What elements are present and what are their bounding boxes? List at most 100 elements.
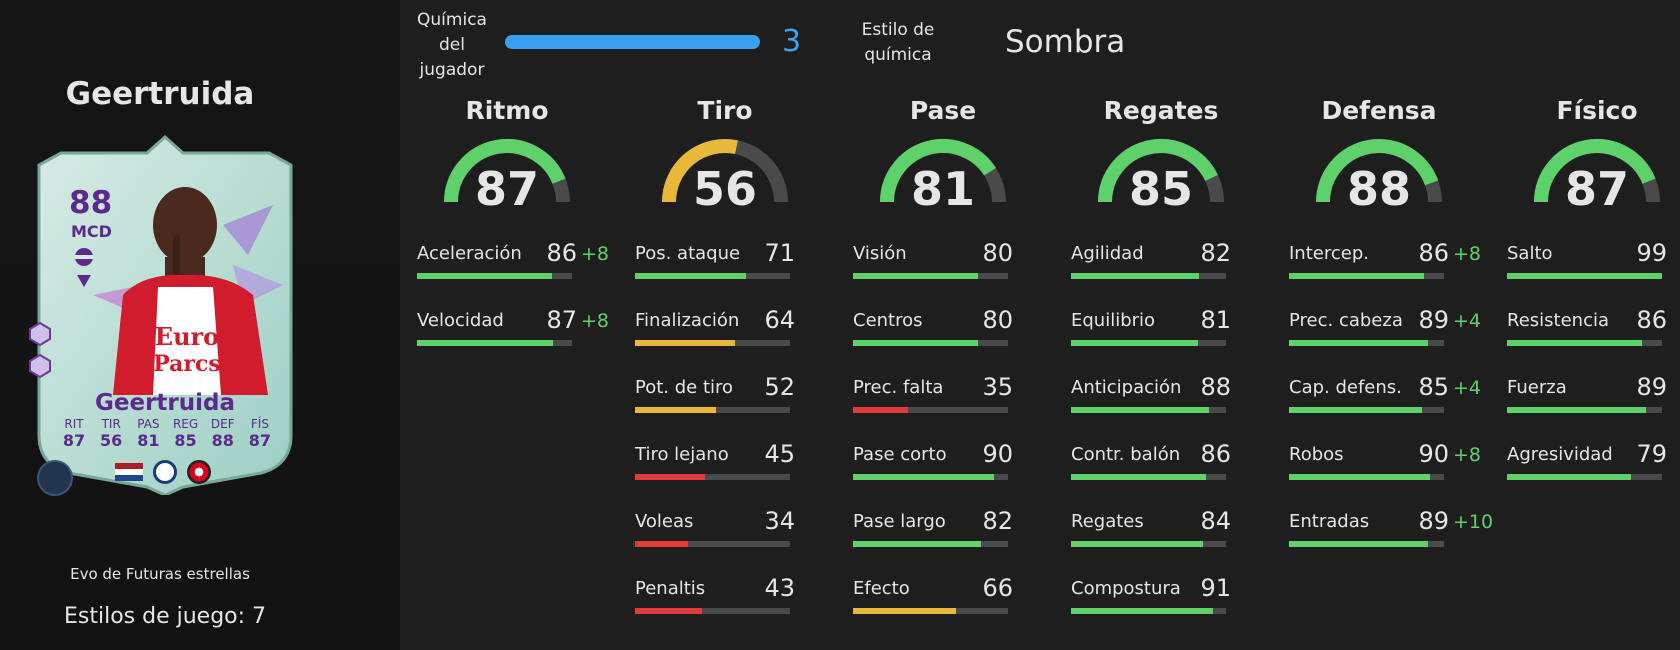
stat-bar-fill <box>853 608 957 614</box>
stat-bar <box>635 340 790 346</box>
ninja-role-icon <box>75 248 93 287</box>
stat-name: Entradas <box>1289 511 1370 532</box>
stat-row: Salto 99 <box>1507 239 1667 293</box>
stat-bar-fill <box>853 273 979 279</box>
stat-bar <box>853 407 1008 413</box>
stat-bar <box>1289 407 1444 413</box>
stat-value: 88 <box>1200 373 1231 401</box>
stat-bar-fill <box>635 407 717 413</box>
stat-row: Equilibrio 81 <box>1071 306 1231 360</box>
svg-text:Euro: Euro <box>155 322 219 351</box>
stat-bar-fill <box>1071 541 1203 547</box>
stat-bar <box>1071 541 1226 547</box>
stat-bar-fill <box>1507 407 1647 413</box>
card-stat-rit: RIT 87 <box>62 417 86 450</box>
stat-value: 85 <box>1418 373 1449 401</box>
category-title: Ritmo <box>465 96 549 125</box>
stat-name: Pase largo <box>853 511 946 532</box>
stat-bar-fill <box>635 474 706 480</box>
stat-row: Agresividad 79 <box>1507 440 1667 494</box>
stat-value: 89 <box>1418 507 1449 535</box>
category-gauge <box>1316 139 1442 203</box>
stat-value: 86 <box>1636 306 1667 334</box>
category-gauge <box>662 139 788 203</box>
stat-name: Agresividad <box>1507 444 1613 465</box>
stat-value: 91 <box>1200 574 1231 602</box>
stat-bar-fill <box>1289 474 1430 480</box>
category-value: 88 <box>1346 162 1411 216</box>
stat-bar-fill <box>1289 340 1429 346</box>
stat-bonus: +8 <box>581 243 610 265</box>
gauge-fill <box>880 139 996 203</box>
stat-bar <box>635 608 790 614</box>
stat-row: Penaltis 43 <box>635 574 795 628</box>
player-photo: Euro Parcs <box>113 187 268 395</box>
stat-bar-fill <box>1071 608 1214 614</box>
stat-name: Pase corto <box>853 444 947 465</box>
stat-bar <box>853 608 1008 614</box>
stat-value: 82 <box>1200 239 1231 267</box>
card-stat-reg: REG 85 <box>172 417 199 450</box>
stat-name: Anticipación <box>1071 377 1182 398</box>
stat-row: Pot. de tiro 52 <box>635 373 795 427</box>
stat-bar <box>1071 273 1226 279</box>
stat-value: 99 <box>1636 239 1667 267</box>
stat-value: 66 <box>982 574 1013 602</box>
category-value: 87 <box>1564 162 1629 216</box>
stat-bar <box>417 273 572 279</box>
stat-bar-fill <box>1507 340 1642 346</box>
chemistry-label: Química del jugador <box>417 10 487 80</box>
stat-name: Finalización <box>635 310 740 331</box>
stat-bar <box>1289 474 1444 480</box>
svg-text:Parcs: Parcs <box>153 351 221 377</box>
category-value: 87 <box>474 162 539 216</box>
stat-row: Fuerza 89 <box>1507 373 1667 427</box>
stat-name: Centros <box>853 310 923 331</box>
stat-bar-fill <box>1507 474 1631 480</box>
card-stat-pas: PAS 81 <box>137 417 160 450</box>
player-name: Geertruida <box>65 76 255 112</box>
stat-bar-fill <box>853 541 982 547</box>
stat-name: Contr. balón <box>1071 444 1181 465</box>
stat-name: Resistencia <box>1507 310 1609 331</box>
stat-value: 86 <box>1418 239 1449 267</box>
stat-bar <box>635 541 790 547</box>
category-gauge <box>1098 139 1224 203</box>
stat-row: Finalización 64 <box>635 306 795 360</box>
stat-name: Tiro lejano <box>635 444 729 465</box>
stat-bar <box>853 273 1008 279</box>
stat-name: Cap. defens. <box>1289 377 1402 398</box>
stat-value: 64 <box>764 306 795 334</box>
stat-bar <box>1071 407 1226 413</box>
card-stats: RIT 87 TIR 56 PAS 81 REG 85 DEF 88 FÍS 87 <box>57 417 277 450</box>
stat-row: Prec. falta 35 <box>853 373 1013 427</box>
card-badges <box>115 460 211 484</box>
gauge-fill <box>1534 139 1656 203</box>
stat-name: Voleas <box>635 511 694 532</box>
stat-row: Regates 84 <box>1071 507 1231 561</box>
stat-bar <box>1507 407 1662 413</box>
category-value: 85 <box>1128 162 1193 216</box>
stat-row: Centros 80 <box>853 306 1013 360</box>
chem-style-value[interactable]: Sombra <box>1005 24 1126 60</box>
stat-value: 86 <box>546 239 577 267</box>
stat-value: 45 <box>764 440 795 468</box>
card-stat-fis: FÍS 87 <box>248 417 272 450</box>
card-player-name: Geertruida <box>95 390 235 416</box>
stat-bar <box>1507 340 1662 346</box>
stat-bonus: +8 <box>1453 444 1482 466</box>
stat-row: Compostura 91 <box>1071 574 1231 628</box>
stat-bonus: +8 <box>1453 243 1482 265</box>
stat-value: 81 <box>1200 306 1231 334</box>
evolution-icon <box>37 460 73 496</box>
stat-row: Velocidad 87 +8 <box>417 306 609 360</box>
player-card[interactable]: 88 MCD Euro Parcs Geertruida RIT 87 TIR 56… <box>33 135 297 495</box>
stat-bar <box>1289 273 1444 279</box>
stat-name: Agilidad <box>1071 243 1144 264</box>
stat-bonus: +4 <box>1453 377 1482 399</box>
stat-bar-fill <box>853 407 908 413</box>
stat-name: Pos. ataque <box>635 243 741 264</box>
category-gauge <box>1534 139 1660 203</box>
stat-row: Pase largo 82 <box>853 507 1013 561</box>
category-value: 81 <box>910 162 975 216</box>
